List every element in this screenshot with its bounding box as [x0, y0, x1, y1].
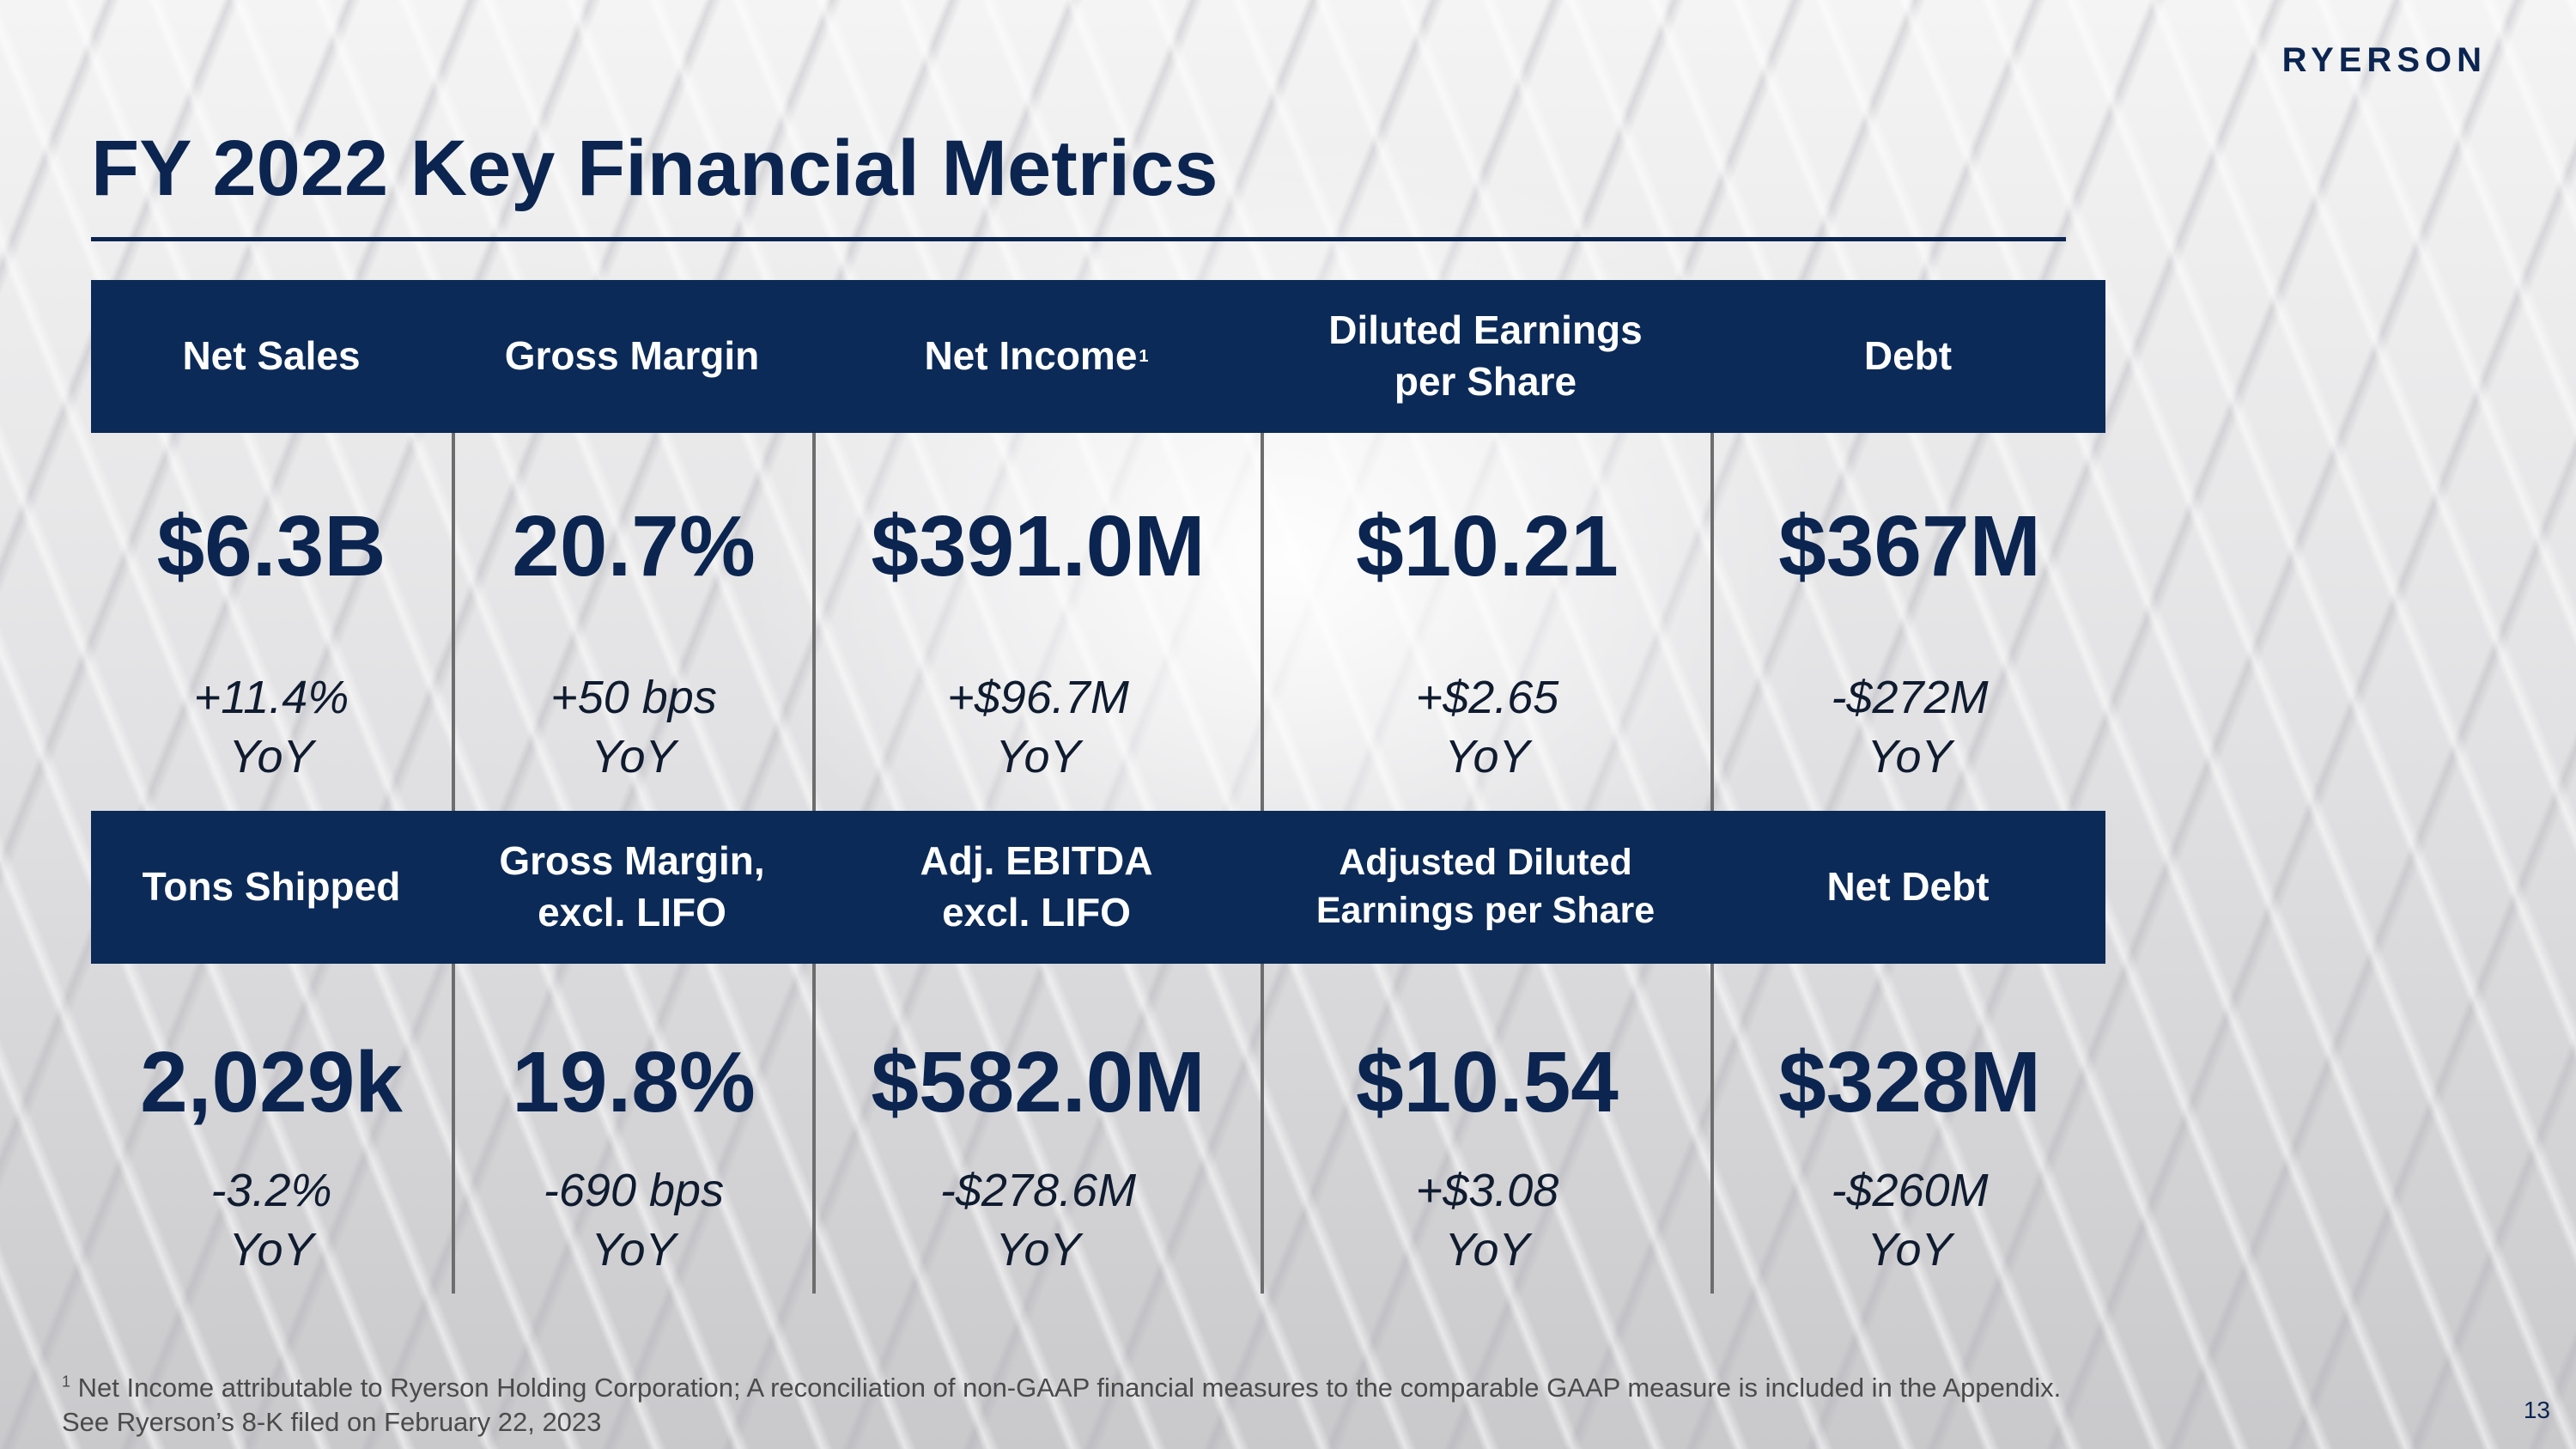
header-row-2: Tons Shipped Gross Margin, excl. LIFO Ad…: [91, 811, 2105, 964]
header-gross-margin: Gross Margin: [504, 333, 760, 379]
header-adjusted-diluted-eps: Adjusted Diluted Earnings per Share: [1315, 842, 1656, 931]
metric-value: 19.8%: [512, 1034, 756, 1130]
metric-change: -690 bps YoY: [543, 1165, 725, 1276]
metric-adjusted-diluted-eps: $10.54 +$3.08 YoY: [1261, 964, 1710, 1294]
metric-value: 20.7%: [512, 498, 756, 594]
ryerson-logo: RYERSON: [2281, 41, 2487, 79]
metric-diluted-eps: $10.21 +$2.65 YoY: [1261, 433, 1710, 811]
header-row-1: Net Sales Gross Margin Net Income 1 Dilut…: [91, 280, 2105, 433]
metric-value: $367M: [1778, 498, 2041, 594]
header-net-income: Net Income 1: [924, 333, 1149, 379]
header-adj-ebitda: Adj. EBITDA excl. LIFO: [920, 838, 1153, 935]
metrics-grid: Net Sales Gross Margin Net Income 1 Dilut…: [91, 280, 2105, 1294]
value-row-1: $6.3B +11.4% YoY 20.7% +50 bps YoY $391.…: [91, 433, 2105, 811]
metric-gross-margin: 20.7% +50 bps YoY: [452, 433, 812, 811]
metric-value: $328M: [1778, 1034, 2041, 1130]
value-row-2: 2,029k -3.2% YoY 19.8% -690 bps YoY $582…: [91, 964, 2105, 1294]
metric-value: $10.21: [1356, 498, 1619, 594]
metric-adj-ebitda: $582.0M -$278.6M YoY: [812, 964, 1261, 1294]
footnote-line-1: 1 Net Income attributable to Ryerson Hol…: [62, 1373, 2062, 1403]
metric-change: +50 bps YoY: [550, 672, 717, 783]
metric-change: -$260M YoY: [1831, 1165, 1989, 1276]
metric-change: -3.2% YoY: [210, 1165, 332, 1276]
metric-change: +$3.08 YoY: [1415, 1165, 1559, 1276]
metric-net-debt: $328M -$260M YoY: [1710, 964, 2105, 1294]
footnote-marker: 1: [1139, 347, 1149, 366]
header-tons-shipped: Tons Shipped: [142, 864, 401, 910]
metric-gross-margin-excl-lifo: 19.8% -690 bps YoY: [452, 964, 812, 1294]
metric-net-income: $391.0M +$96.7M YoY: [812, 433, 1261, 811]
metric-change: +$96.7M YoY: [947, 672, 1129, 783]
header-gross-margin-excl-lifo: Gross Margin, excl. LIFO: [499, 838, 765, 935]
slide-title: FY 2022 Key Financial Metrics: [91, 125, 1218, 212]
metric-value: $391.0M: [871, 498, 1206, 594]
page-number: 13: [2523, 1397, 2550, 1423]
footnote-line-2: See Ryerson’s 8-K filed on February 22, …: [62, 1407, 602, 1438]
header-debt: Debt: [1863, 333, 1953, 379]
metric-change: +$2.65 YoY: [1415, 672, 1559, 783]
metric-debt: $367M -$272M YoY: [1710, 433, 2105, 811]
header-diluted-eps: Diluted Earnings per Share: [1328, 307, 1643, 404]
metric-net-sales: $6.3B +11.4% YoY: [91, 433, 452, 811]
header-net-sales: Net Sales: [182, 333, 361, 379]
metric-change: -$272M YoY: [1831, 672, 1989, 783]
metric-change: +11.4% YoY: [193, 672, 349, 783]
metric-change: -$278.6M YoY: [939, 1165, 1137, 1276]
metric-tons-shipped: 2,029k -3.2% YoY: [91, 964, 452, 1294]
metric-value: $10.54: [1356, 1034, 1619, 1130]
metric-value: 2,029k: [140, 1034, 403, 1130]
title-underline: [91, 237, 2066, 241]
header-net-debt: Net Debt: [1826, 864, 1990, 910]
metric-value: $6.3B: [156, 498, 386, 594]
metric-value: $582.0M: [871, 1034, 1206, 1130]
footnote: 1 Net Income attributable to Ryerson Hol…: [62, 1371, 2061, 1440]
